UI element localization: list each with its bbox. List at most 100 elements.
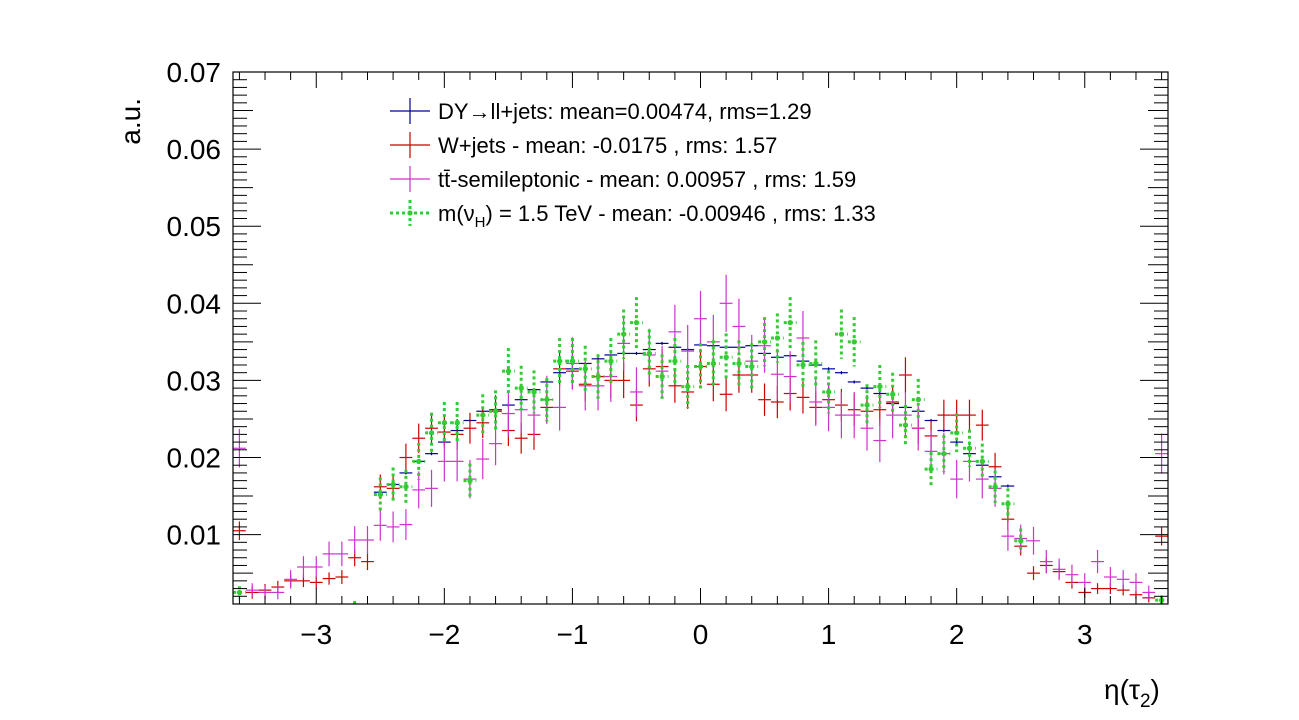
legend-label: m(νH) = 1.5 TeV - mean: -0.00946 , rms: … [438,201,876,231]
data-point [706,340,720,387]
data-point [873,364,887,409]
data-point [1027,526,1040,555]
data-point [886,372,900,416]
data-point [309,576,323,589]
legend-label: tt̄-semileptonic - mean: 0.00957 , rms: … [438,167,856,192]
data-point [527,370,541,414]
data-point [1103,566,1117,588]
x-tick-label: 1 [821,619,837,650]
data-point [322,541,336,567]
data-point [578,345,592,392]
data-point [758,318,771,373]
data-point [732,340,746,387]
data-point [963,429,976,467]
data-point [1001,484,1015,488]
data-point [1116,570,1130,589]
data-point [501,348,515,395]
data-point [770,313,784,363]
data-point [412,471,426,509]
data-point [591,354,605,399]
data-point [437,441,451,482]
data-point [719,377,733,412]
data-point [924,452,938,487]
y-tick-label: 0.01 [167,520,222,551]
data-point [476,407,490,439]
x-tick-label: 3 [1077,619,1093,650]
data-point [911,378,925,421]
data-point [425,469,438,507]
data-point [988,470,1002,503]
data-point [847,380,861,384]
data-point [758,317,771,367]
data-point [668,304,682,359]
data-point [899,357,912,393]
data-point [668,338,682,385]
data-point [476,439,490,480]
y-axis-label: a.u. [115,98,146,145]
x-axis-label-close: ) [1151,674,1160,705]
data-marks [233,274,1168,604]
data-point [681,324,695,378]
data-point [694,343,707,390]
x-tick-label: −1 [556,619,588,650]
data-point [463,412,477,444]
data-point [975,459,989,499]
series-3 [233,274,1168,600]
data-point [630,367,643,417]
data-point [809,378,823,426]
data-point [719,274,733,332]
data-point [322,572,336,585]
data-point [655,341,669,345]
x-axis-label-main: η(τ [1104,674,1140,705]
data-point [245,583,259,598]
data-point [399,443,413,472]
data-point [758,383,771,416]
data-point [1091,550,1104,574]
data-point [540,378,554,422]
data-point [834,391,848,439]
data-point [1155,433,1168,474]
x-axis-label: η(τ2) [1104,674,1160,712]
data-point [309,556,323,578]
data-point [655,354,669,399]
data-point [527,391,541,439]
x-tick-label: 2 [949,619,965,650]
data-point [271,585,285,600]
y-tick-label: 0.07 [167,57,222,88]
x-axis-label-subscript: 2 [1140,691,1151,712]
data-point [617,316,631,371]
data-point [822,367,835,371]
axis-ticks [233,71,1168,605]
data-point [335,541,349,567]
legend-label: W+jets - mean: -0.0175 , rms: 1.57 [438,133,777,158]
data-point [642,329,656,378]
data-point [1142,585,1156,600]
series-4 [233,297,1168,604]
data-point [783,297,797,349]
x-tick-label: −3 [300,619,332,650]
data-point [1039,550,1053,574]
data-point [847,391,861,439]
x-tick-label: −2 [428,619,460,650]
data-point [950,413,964,453]
data-point [399,469,413,504]
data-point [425,452,438,456]
data-point [1001,521,1015,551]
data-point [860,384,874,426]
data-point [1129,573,1143,592]
data-point [834,309,848,359]
data-point [745,343,759,390]
data-point [553,384,567,431]
data-point [975,409,989,441]
data-point [630,351,643,355]
data-point [911,405,925,451]
x-tick-label: 0 [693,619,709,650]
data-point [950,459,964,499]
data-point [796,341,810,389]
data-point [373,477,387,512]
data-point [297,556,310,578]
data-point [937,399,951,431]
y-tick-label: 0.02 [167,443,222,474]
